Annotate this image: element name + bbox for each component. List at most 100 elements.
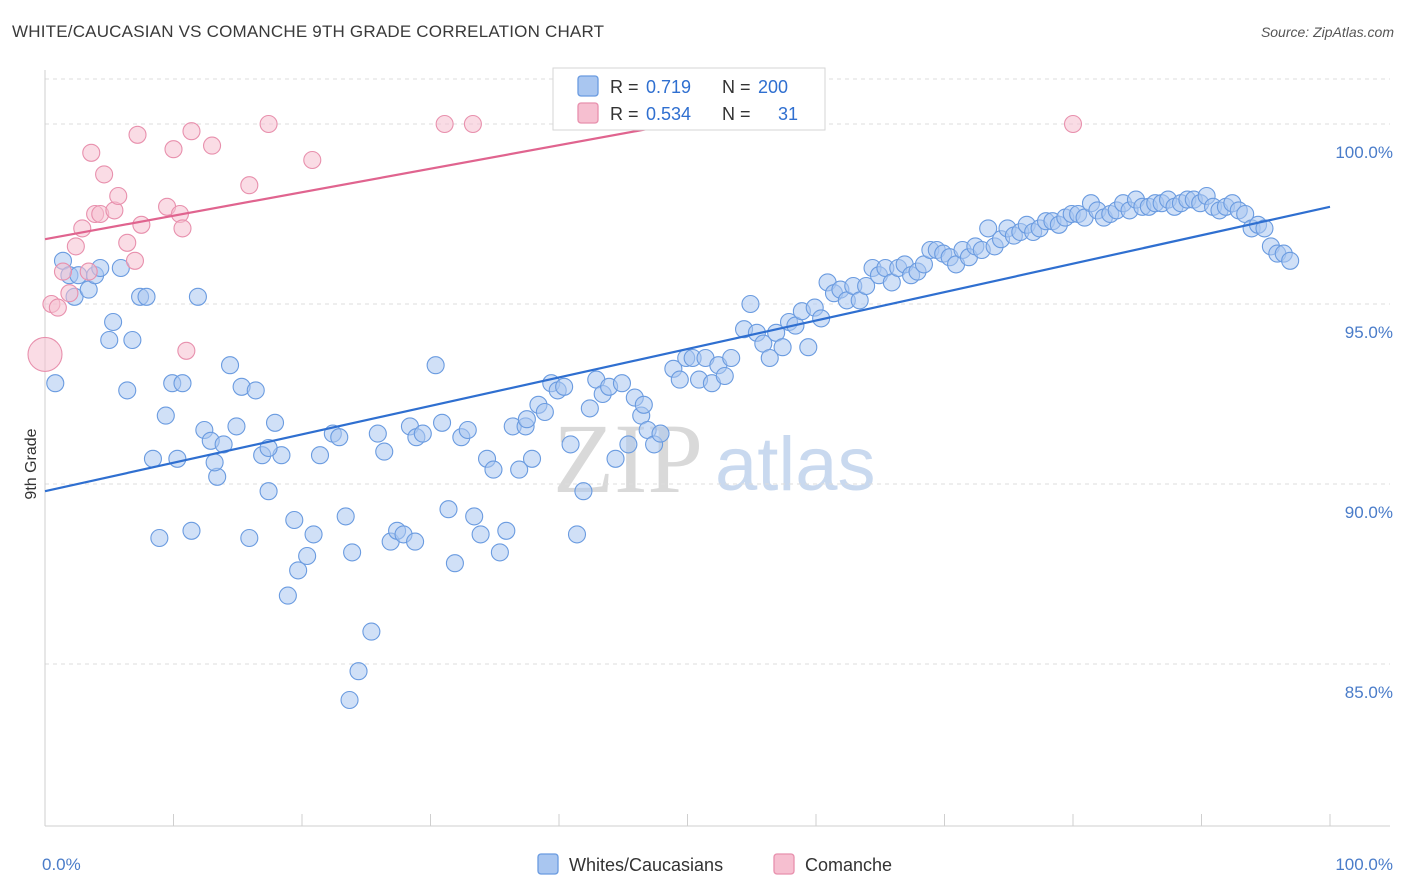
legend-n-label-2: N = bbox=[722, 104, 751, 124]
whites-point bbox=[362, 622, 381, 641]
comanche-point bbox=[259, 114, 278, 134]
trend-lines bbox=[44, 126, 1331, 493]
comanche-point bbox=[1063, 114, 1083, 134]
whites-point bbox=[439, 500, 458, 519]
whites-point bbox=[173, 374, 192, 393]
whites-point bbox=[298, 546, 317, 566]
comanche-point bbox=[109, 186, 128, 206]
whites-point bbox=[168, 449, 187, 468]
whites-point bbox=[220, 356, 240, 375]
whites-point bbox=[368, 424, 387, 443]
whites-point bbox=[285, 510, 304, 530]
whites-point bbox=[336, 507, 355, 526]
x-tick-label-end: 100.0% bbox=[1335, 855, 1393, 874]
comanche-point bbox=[125, 251, 144, 270]
bottom-legend-swatch-blue bbox=[537, 853, 559, 875]
x-tick-label-start: 0.0% bbox=[42, 855, 81, 874]
whites-trend-line bbox=[44, 205, 1331, 493]
comanche-point bbox=[173, 219, 192, 238]
bottom-legend-label-pink: Comanche bbox=[805, 855, 892, 875]
y-tick-label: 95.0% bbox=[1345, 323, 1393, 342]
comanche-point bbox=[95, 165, 114, 184]
whites-point bbox=[535, 402, 554, 422]
whites-point bbox=[205, 453, 224, 472]
whites-point bbox=[240, 528, 259, 548]
source-label: Source: ZipAtlas.com bbox=[1260, 24, 1394, 40]
whites-point bbox=[651, 424, 670, 443]
whites-point bbox=[340, 690, 359, 710]
bottom-legend-swatch-pink bbox=[773, 853, 795, 875]
comanche-point bbox=[303, 150, 322, 170]
watermark-zip: ZIP bbox=[553, 403, 703, 514]
whites-point bbox=[458, 420, 477, 440]
legend-n-value-1: 200 bbox=[758, 77, 788, 97]
comanche-point bbox=[463, 114, 482, 134]
whites-point bbox=[567, 525, 587, 544]
whites-point bbox=[137, 287, 156, 306]
whites-point bbox=[517, 410, 536, 429]
whites-point bbox=[310, 446, 330, 465]
whites-point bbox=[375, 442, 394, 461]
whites-point bbox=[979, 219, 998, 238]
whites-point bbox=[471, 525, 490, 544]
whites-point bbox=[214, 435, 233, 454]
whites-point bbox=[715, 366, 734, 386]
legend-n-label-1: N = bbox=[722, 77, 751, 97]
whites-point bbox=[343, 543, 362, 562]
comanche-trend-line bbox=[44, 126, 656, 241]
whites-point bbox=[227, 417, 246, 436]
whites-point bbox=[150, 528, 169, 548]
whites-point bbox=[111, 258, 130, 278]
comanche-point bbox=[132, 215, 151, 234]
whites-point bbox=[413, 424, 432, 443]
whites-point bbox=[484, 460, 503, 479]
whites-point bbox=[445, 554, 464, 573]
whites-point bbox=[580, 399, 599, 418]
comanche-point bbox=[203, 136, 222, 155]
comanche-point bbox=[128, 125, 147, 144]
legend-n-value-2: 31 bbox=[778, 104, 798, 124]
axes bbox=[44, 70, 1390, 827]
series-whites-points bbox=[46, 186, 1300, 710]
legend-r-value-1: 0.719 bbox=[646, 77, 691, 97]
watermark-atlas: atlas bbox=[715, 422, 876, 507]
whites-point bbox=[259, 482, 278, 501]
whites-point bbox=[433, 413, 452, 432]
whites-point bbox=[670, 370, 689, 389]
comanche-point bbox=[435, 114, 454, 134]
whites-point bbox=[561, 435, 580, 454]
whites-point bbox=[182, 521, 201, 540]
whites-point bbox=[773, 338, 792, 357]
y-axis-label: 9th Grade bbox=[23, 428, 40, 499]
legend-r-label-1: R = bbox=[610, 77, 639, 97]
whites-point bbox=[760, 348, 779, 368]
legend-r-value-2: 0.534 bbox=[646, 104, 691, 124]
whites-point bbox=[722, 348, 741, 368]
whites-point bbox=[1281, 251, 1300, 270]
whites-point bbox=[497, 521, 516, 540]
comanche-point bbox=[82, 143, 101, 162]
y-tick-label: 85.0% bbox=[1345, 683, 1393, 702]
legend-swatch-pink bbox=[577, 102, 599, 124]
chart-title: WHITE/CAUCASIAN VS COMANCHE 9TH GRADE CO… bbox=[12, 22, 605, 41]
whites-point bbox=[555, 377, 574, 396]
whites-point bbox=[612, 374, 632, 393]
tick-labels: 85.0% 90.0% 95.0% 100.0% 0.0% 100.0% bbox=[42, 143, 1393, 874]
legend-swatch-blue bbox=[577, 75, 599, 97]
comanche-point bbox=[48, 298, 67, 317]
comanche-point bbox=[66, 237, 85, 256]
whites-point bbox=[349, 662, 368, 681]
whites-point bbox=[100, 330, 119, 350]
whites-point bbox=[606, 449, 625, 468]
whites-point bbox=[265, 413, 285, 432]
comanche-point bbox=[182, 122, 201, 141]
whites-point bbox=[304, 525, 323, 544]
whites-point bbox=[1255, 219, 1274, 238]
whites-point bbox=[510, 460, 529, 479]
whites-point bbox=[799, 338, 818, 357]
whites-point bbox=[46, 374, 65, 393]
whites-point bbox=[522, 449, 542, 468]
whites-point bbox=[156, 406, 175, 425]
whites-point bbox=[123, 330, 142, 350]
